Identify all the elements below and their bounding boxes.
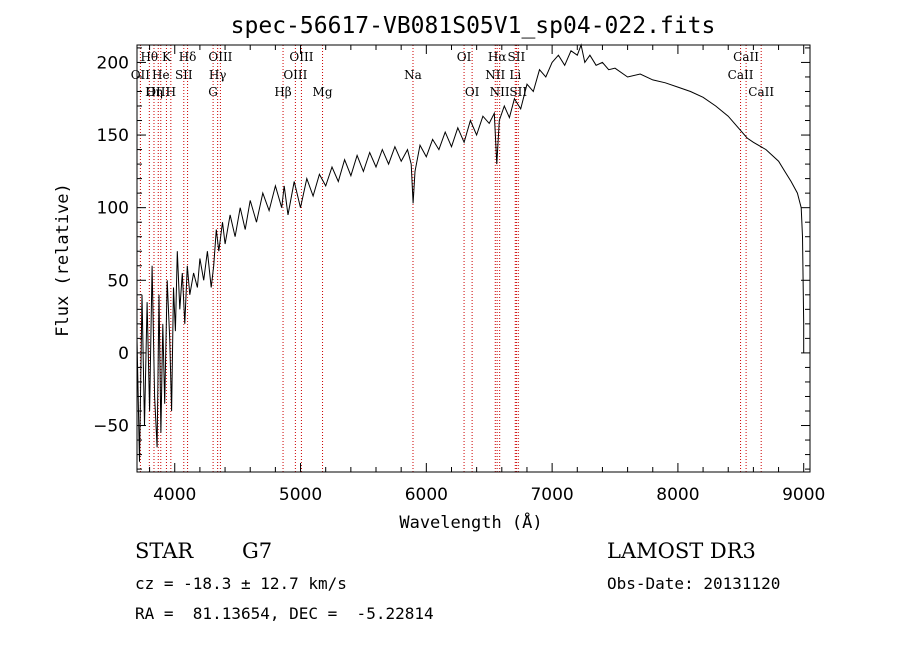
emission-lines [139,45,762,472]
line-label-1: OII [131,68,151,82]
line-label-23: NII [490,85,510,99]
y-tick-label-200: 200 [97,53,129,73]
line-label-7: Hη [145,85,163,99]
flux-series [136,43,805,462]
star-subclass: G7 [242,539,273,563]
x-tick-label-8000: 8000 [656,485,699,505]
line-label-22: Li [509,68,521,82]
line-label-26: CaII [728,68,754,82]
line-label-12: OIII [289,50,313,64]
chart-title: spec-56617-VB081S05V1_sp04-022.fits [231,13,716,39]
y-tick-label-0: 0 [118,344,129,364]
y-tick-label-50: 50 [107,271,129,291]
line-label-10: Hγ [209,68,227,82]
x-axis-label: Wavelength (Å) [399,511,542,533]
y-tick-label-100: 100 [97,199,129,219]
redshift-text: cz = -18.3 ± 12.7 km/s [135,574,347,593]
line-label-5: He [152,68,170,82]
line-label-13: OIII [283,68,307,82]
y-tick-label-150: 150 [97,126,129,146]
x-tick-label-5000: 5000 [279,485,322,505]
line-label-17: OI [457,50,472,64]
y-tick-label--50: −50 [93,417,129,437]
line-label-3: K [162,50,172,64]
line-label-4: Hδ [179,50,197,64]
survey-name: LAMOST DR3 [607,539,756,563]
line-label-25: CaII [733,50,759,64]
line-label-20: SII [508,50,526,64]
x-tick-label-6000: 6000 [405,485,448,505]
line-label-8: H [166,85,176,99]
coordinates-text: RA = 81.13654, DEC = -5.22814 [135,604,434,623]
plot-frame [136,44,811,473]
line-label-24: SII [509,85,527,99]
line-label-16: Na [404,68,422,82]
star-class: STAR [135,539,194,563]
x-tick-label-4000: 4000 [153,485,196,505]
y-axis-label: Flux (relative) [53,183,73,337]
line-label-15: Mg [313,85,333,99]
line-label-6: SII [175,68,193,82]
axis-ticks: 4000 5000 6000 7000 8000 9000 −50 0 50 100 150 200 [93,45,825,505]
x-tick-label-9000: 9000 [782,485,825,505]
line-label-27: CaII [748,85,774,99]
line-label-11: G [208,85,218,99]
line-label-18: OI [465,85,480,99]
line-label-19: Hα [488,50,507,64]
line-label-2: OIII [146,85,170,99]
x-tick-label-7000: 7000 [530,485,573,505]
line-label-0: Hθ [140,50,158,64]
line-label-9: OIII [208,50,232,64]
line-label-14: Hβ [274,85,291,99]
line-label-21: NII [485,68,505,82]
obs-date-text: Obs-Date: 20131120 [607,574,781,593]
